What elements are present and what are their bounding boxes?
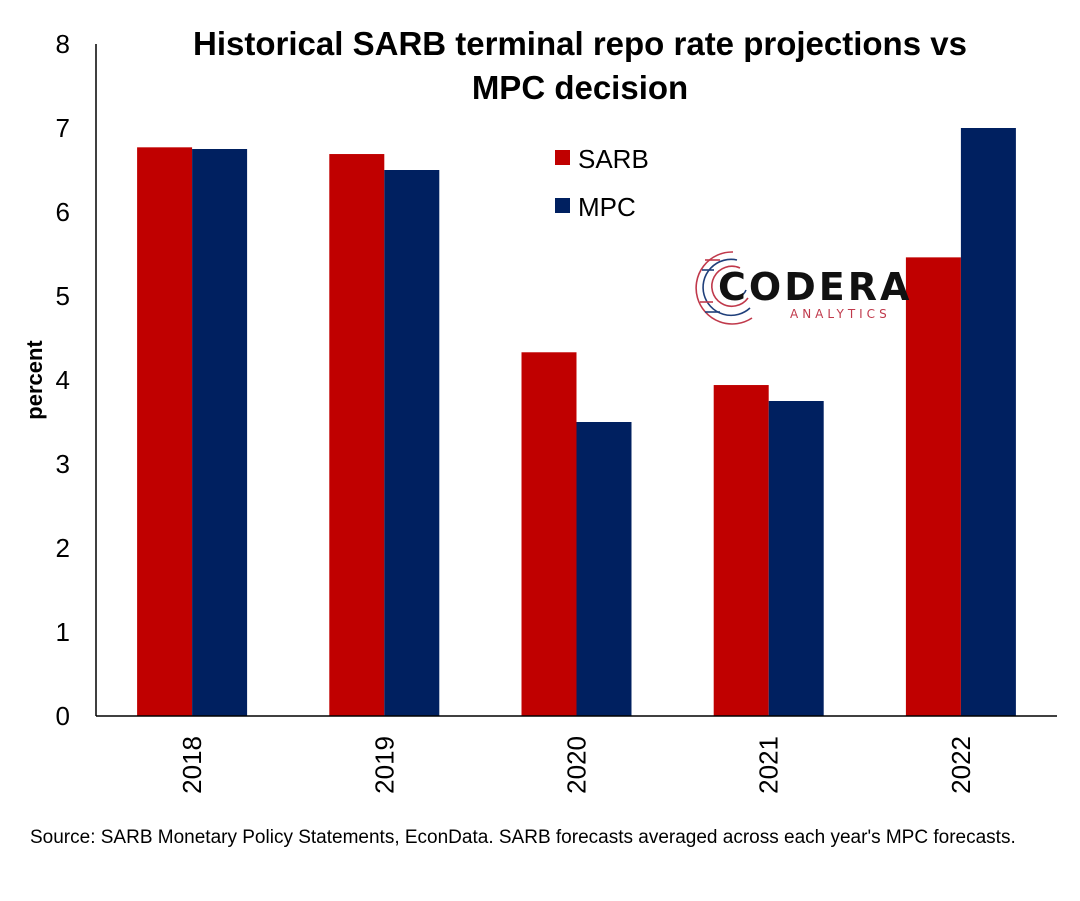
legend-label-sarb: SARB	[578, 144, 649, 174]
x-tick-label-2019: 2019	[369, 736, 399, 794]
y-tick-label-1: 1	[56, 617, 70, 647]
bar-mpc-2021	[768, 401, 824, 716]
bar-sarb-2019	[329, 154, 385, 717]
legend-swatch-sarb	[555, 150, 570, 165]
y-tick-label-5: 5	[56, 281, 70, 311]
y-axis-label: percent	[22, 340, 47, 420]
y-tick-label-7: 7	[56, 113, 70, 143]
bar-sarb-2018	[137, 147, 193, 716]
bars-group	[137, 128, 1016, 717]
chart-title-line-1: Historical SARB terminal repo rate proje…	[193, 25, 967, 62]
y-tick-label-2: 2	[56, 533, 70, 563]
x-tick-labels: 2018 2019 2020 2021 2022	[177, 736, 976, 794]
x-tick-label-2018: 2018	[177, 736, 207, 794]
bar-mpc-2022	[960, 128, 1016, 716]
bar-sarb-2020	[521, 352, 577, 716]
legend-label-mpc: MPC	[578, 192, 636, 222]
logo-circle-icon	[695, 251, 753, 325]
codera-analytics-logo: CODERA ANALYTICS	[695, 251, 912, 325]
bar-sarb-2021	[713, 385, 769, 716]
x-tick-label-2020: 2020	[562, 736, 592, 794]
legend: SARB MPC	[555, 144, 649, 222]
bar-mpc-2020	[576, 422, 632, 716]
y-tick-labels: 0 1 2 3 4 5 6 7 8	[56, 29, 70, 731]
y-tick-label-3: 3	[56, 449, 70, 479]
y-tick-label-8: 8	[56, 29, 70, 59]
chart-title: Historical SARB terminal repo rate proje…	[193, 25, 967, 106]
legend-swatch-mpc	[555, 198, 570, 213]
y-tick-label-4: 4	[56, 365, 70, 395]
y-tick-label-6: 6	[56, 197, 70, 227]
chart-title-line-2: MPC decision	[472, 69, 688, 106]
y-tick-label-0: 0	[56, 701, 70, 731]
logo-subtitle: ANALYTICS	[790, 307, 891, 321]
bar-sarb-2022	[905, 257, 961, 716]
bar-mpc-2018	[192, 149, 248, 716]
bar-mpc-2019	[384, 170, 440, 716]
x-tick-label-2021: 2021	[754, 736, 784, 794]
x-tick-label-2022: 2022	[946, 736, 976, 794]
source-note: Source: SARB Monetary Policy Statements,…	[30, 827, 1016, 848]
logo-name: CODERA	[718, 265, 912, 309]
